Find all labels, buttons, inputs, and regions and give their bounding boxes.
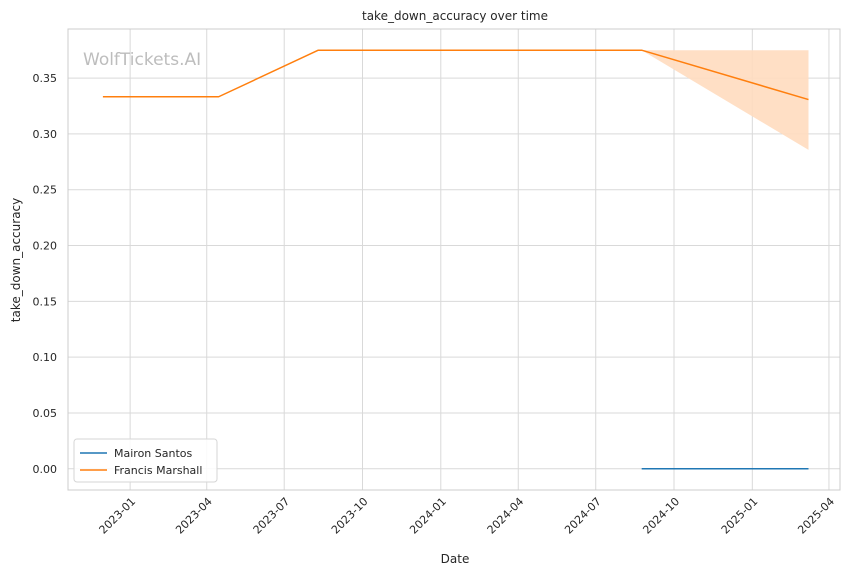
y-tick-label: 0.10 bbox=[33, 351, 58, 364]
confidence-band-francis-marshall bbox=[641, 50, 809, 150]
y-tick-label: 0.30 bbox=[33, 128, 58, 141]
legend-box bbox=[73, 438, 218, 483]
watermark: WolfTickets.AI bbox=[83, 50, 201, 70]
y-tick-label: 0.25 bbox=[33, 184, 58, 197]
y-tick-label: 0.00 bbox=[33, 463, 58, 476]
legend-label-francis-marshall: Francis Marshall bbox=[114, 464, 202, 477]
y-tick-label: 0.20 bbox=[33, 240, 58, 253]
plot-frame bbox=[67, 28, 841, 491]
y-tick-label: 0.35 bbox=[33, 72, 58, 85]
confidence-bands bbox=[641, 50, 809, 150]
legend: Mairon Santos Francis Marshall bbox=[73, 438, 218, 483]
series-line-francis-marshall bbox=[102, 49, 809, 101]
x-axis-title: Date bbox=[441, 552, 470, 566]
legend-label-mairon-santos: Mairon Santos bbox=[114, 447, 193, 460]
y-tick-label: 0.15 bbox=[33, 295, 58, 308]
y-tick-label: 0.05 bbox=[33, 407, 58, 420]
chart-title: take_down_accuracy over time bbox=[362, 9, 548, 23]
y-axis-title: take_down_accuracy bbox=[9, 198, 23, 322]
y-tick-labels: 0.00 0.05 0.10 0.15 0.20 0.25 0.30 0.35 bbox=[33, 72, 58, 476]
series-lines bbox=[102, 49, 809, 470]
